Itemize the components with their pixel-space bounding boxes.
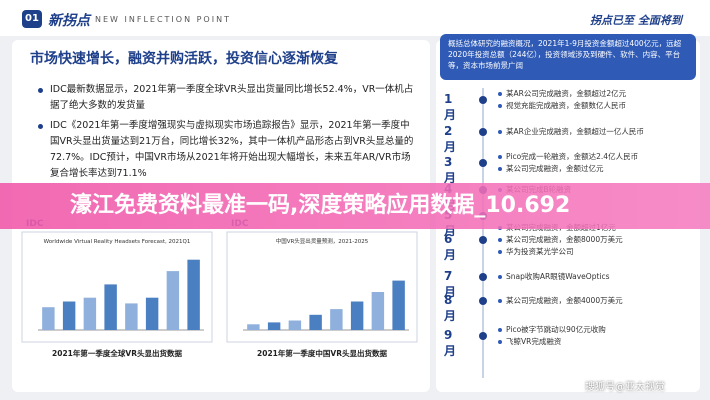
item-dot [498,130,502,134]
bullet: IDC《2021年第一季度增强现实与虚拟现实市场追踪报告》显示，2021年第一季… [36,118,416,182]
timeline-axis [482,88,484,378]
item-dot [498,250,502,254]
watermark: 搜狐号@亚太视觉 [585,382,665,393]
month-label: 9月 [444,328,457,358]
item-dot [498,340,502,344]
timeline-item: 某公司完成融资，金额过亿元 [506,164,604,173]
timeline-item: Snap收购AR眼镜WaveOptics [506,272,610,281]
bar [187,259,200,330]
bar [125,303,138,330]
item-dot [498,238,502,242]
item-dot [498,275,502,279]
bar [330,309,343,330]
item-dot [498,167,502,171]
chart-caption: 2021年第一季度全球VR头显出货数据 [52,348,182,358]
month-dot [479,332,487,340]
month-label: 1月 [444,92,457,122]
item-dot [498,104,502,108]
bar [267,322,281,330]
item-dot [498,155,502,159]
month-label: 8月 [444,293,457,323]
month-label: 3月 [444,155,457,185]
item-dot [498,299,502,303]
timeline-item: 华为投资某光学公司 [506,247,574,256]
timeline-item: Pico完成一轮融资，金额达2.4亿人民币 [506,152,639,161]
month-dot [479,96,487,104]
bar [166,271,180,330]
month-dot [479,159,487,167]
bar [392,280,405,330]
header-number: 01 [22,10,42,28]
header-right-title: 拐点已至 全面将到 [590,14,682,27]
header-subtitle: NEW INFLECTION POINT [95,15,231,24]
bullet-list: IDC最新数据显示，2021年第一季度全球VR头显出货量同比增长52.4%，VR… [36,82,416,186]
bar [104,284,117,330]
chart-frame [226,231,418,343]
timeline-item: 某AR公司完成融资，金额超过2亿元 [506,89,627,98]
month-dot [479,128,487,136]
charts: IDCWorldwide Virtual Reality Headsets Fo… [21,219,418,358]
month-dot [479,236,487,244]
bar [62,301,76,330]
bullet: IDC最新数据显示，2021年第一季度全球VR头显出货量同比增长52.4%，VR… [36,82,416,114]
bar [247,324,260,330]
timeline-item: 某AR企业完成融资，金额超过一亿人民币 [506,127,644,136]
bar [145,297,159,330]
main-title: 市场快速增长，融资并购活跃，投资信心逐渐恢复 [30,51,338,67]
month-label: 2月 [444,124,457,154]
month-label: 7月 [444,269,457,299]
timeline-summary: 概括总体研究的融资概况，2021年1-9月投资金额超过400亿元，远超2020年… [440,34,696,80]
bar [371,292,385,330]
bar [288,320,302,330]
bar [42,307,55,330]
timeline-item: 飞鲸VR完成融资 [506,337,562,346]
timeline-item: 某公司完成融资，金额8000万美元 [506,235,623,244]
overlay-banner: 濠江免费资料最准一码,深度策略应用数据_10.692 [0,183,710,229]
timeline-item: 某公司完成融资，金额4000万美元 [506,296,623,305]
month-dot [479,297,487,305]
timeline-item: 视觉充能完成融资，金额数亿人民币 [506,101,626,110]
header-title: 新拐点 [48,13,90,29]
month-label: 6月 [444,232,457,262]
bar [83,297,97,330]
chart-caption: 2021年第一季度中国VR头显出货数据 [257,348,387,358]
item-dot [498,328,502,332]
month-dot [479,273,487,281]
timeline-item: Pico被字节跳动以90亿元收购 [506,325,606,334]
bar [309,314,322,330]
chart-title: Worldwide Virtual Reality Headsets Forec… [44,239,191,245]
header-bar [0,0,710,36]
chart-title: 中国VR头显出货量预测，2021-2025 [276,237,369,245]
item-dot [498,92,502,96]
bar [350,301,364,330]
